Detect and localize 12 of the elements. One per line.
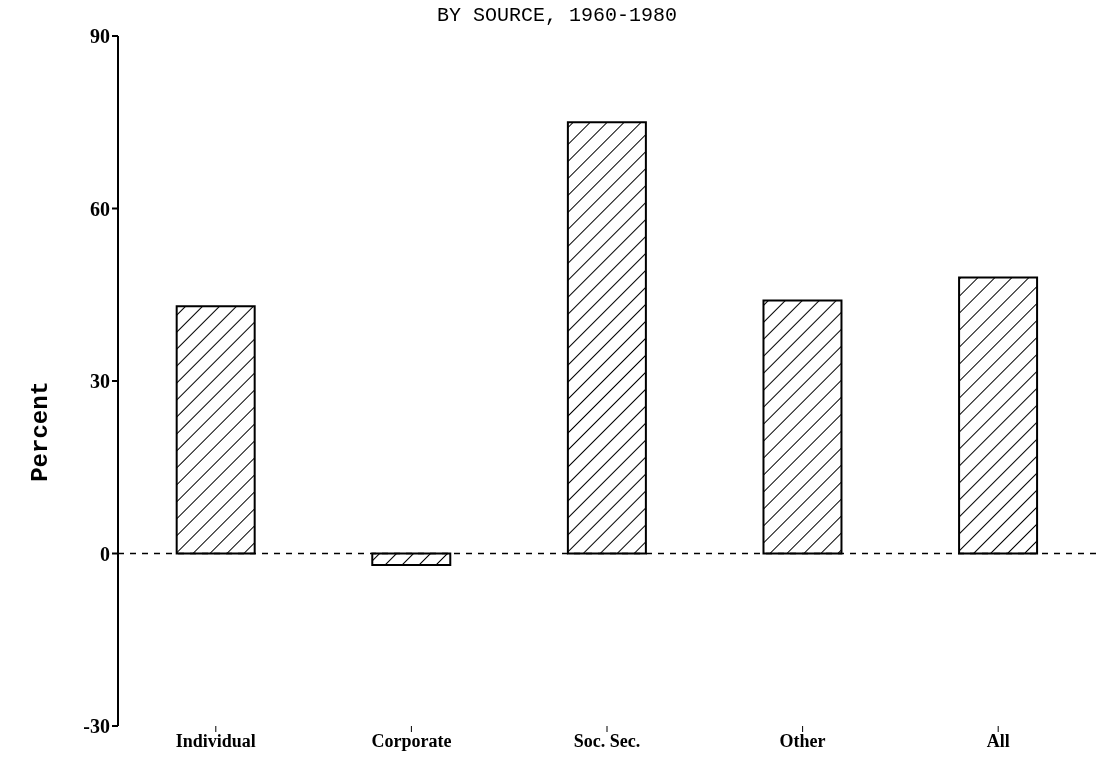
chart-title: BY SOURCE, 1960-1980 [435,4,678,27]
y-tick-label: 30 [90,370,110,393]
x-tick-label: Individual [175,730,256,751]
x-tick-label: Corporate [371,730,452,751]
x-tick-label: All [986,730,1010,751]
x-tick-label: Soc. Sec. [573,730,641,751]
y-tick-label: 60 [90,197,110,220]
x-tick-label: Other [779,730,826,751]
y-tick-label: -30 [83,715,110,738]
y-axis-title: Percent [26,381,54,482]
y-tick-label: 90 [90,25,110,48]
y-tick-label: 0 [100,542,110,565]
